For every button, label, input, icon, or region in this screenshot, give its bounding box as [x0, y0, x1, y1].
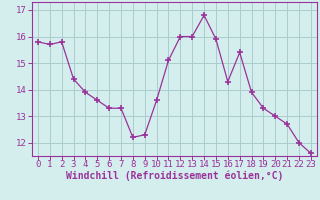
- X-axis label: Windchill (Refroidissement éolien,°C): Windchill (Refroidissement éolien,°C): [66, 171, 283, 181]
